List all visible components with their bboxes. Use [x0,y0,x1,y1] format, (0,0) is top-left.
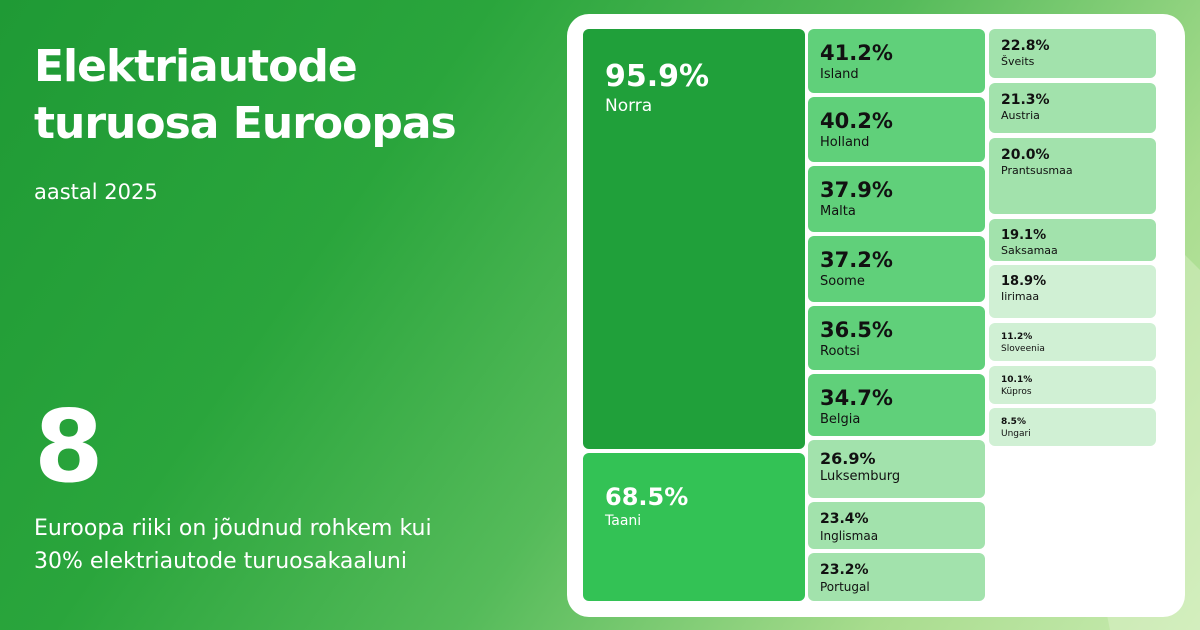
tile-value-label: 18.9% [1001,274,1047,289]
tile-value-label: 19.1% [1001,228,1047,243]
treemap-tile: 21.3% Austria [989,83,1156,133]
tile-country-name: Luksemburg [820,469,901,484]
treemap-tile: 40.2% Holland [808,97,985,162]
tile-country-name: Island [820,67,859,82]
tile-value-label: 34.7% [820,386,893,410]
tile-value-label: 23.4% [820,511,869,527]
treemap-tile: 11.2% Sloveenia [989,323,1156,361]
tile-value-label: 41.2% [820,41,893,65]
tile-value-label: 40.2% [820,109,893,133]
treemap-tile: 26.9% Luksemburg [808,440,985,498]
tile-value-label: 21.3% [1001,92,1050,108]
subtitle: aastal 2025 [34,180,158,204]
treemap-tile: 8.5% Ungari [989,408,1156,446]
tile-country-name: Austria [1001,109,1040,122]
treemap-tile: 95.9% Norra [583,29,805,449]
tile-country-name: Soome [820,274,865,289]
treemap-tile: 37.9% Malta [808,166,985,232]
tile-value-label: 11.2% [1001,332,1033,342]
tile-country-name: Holland [820,135,870,150]
highlight-number: 8 [34,388,104,505]
treemap-tile: 23.2% Portugal [808,553,985,601]
treemap-tile: 22.8% Šveits [989,29,1156,78]
tile-country-name: Saksamaa [1001,244,1058,257]
treemap-tile: 37.2% Soome [808,236,985,302]
caption-line-2: 30% elektriautode turuosakaaluni [34,549,407,574]
tile-country-name: Portugal [820,580,870,594]
tile-value-label: 37.2% [820,248,893,272]
tile-country-name: Prantsusmaa [1001,164,1073,177]
treemap-tile: 68.5% Taani [583,453,805,601]
treemap-tile: 34.7% Belgia [808,374,985,436]
tile-country-name: Rootsi [820,344,860,359]
tile-value-label: 22.8% [1001,38,1050,54]
tile-value-label: 10.1% [1001,375,1033,385]
treemap-panel: 95.9% Norra 68.5% Taani 41.2% Island 40.2% Holl… [567,14,1185,617]
treemap-tile: 20.0% Prantsusmaa [989,138,1156,214]
caption-line-1: Euroopa riiki on jõudnud rohkem kui [34,516,432,541]
tile-country-name: Norra [605,96,653,116]
tile-value-label: 36.5% [820,318,893,342]
tile-value-label: 20.0% [1001,147,1050,163]
tile-value-label: 23.2% [820,562,869,578]
tile-country-name: Šveits [1001,55,1035,68]
title-line-2: turuosa Euroopas [34,98,457,149]
tile-country-name: Inglismaa [820,529,879,543]
treemap-tile: 41.2% Island [808,29,985,93]
treemap-tile: 18.9% Iirimaa [989,265,1156,318]
tile-value-label: 37.9% [820,178,893,202]
tile-value-label: 26.9% [820,449,876,468]
title-line-1: Elektriautode [34,41,358,92]
treemap-tile: 10.1% Küpros [989,366,1156,404]
tile-country-name: Taani [605,513,642,529]
tile-country-name: Sloveenia [1001,344,1045,354]
tile-value-label: 95.9% [605,59,710,94]
treemap-tile: 36.5% Rootsi [808,306,985,370]
tile-country-name: Malta [820,204,856,219]
treemap-tile: 19.1% Saksamaa [989,219,1156,261]
highlight-caption: Euroopa riiki on jõudnud rohkem kui 30% … [34,512,494,578]
page-title: Elektriautode turuosa Euroopas [34,38,457,152]
tile-country-name: Iirimaa [1001,290,1040,303]
tile-country-name: Ungari [1001,429,1031,439]
tile-country-name: Küpros [1001,387,1032,397]
treemap-tile: 23.4% Inglismaa [808,502,985,549]
tile-value-label: 68.5% [605,483,689,511]
tile-value-label: 8.5% [1001,417,1026,427]
tile-country-name: Belgia [820,412,861,427]
